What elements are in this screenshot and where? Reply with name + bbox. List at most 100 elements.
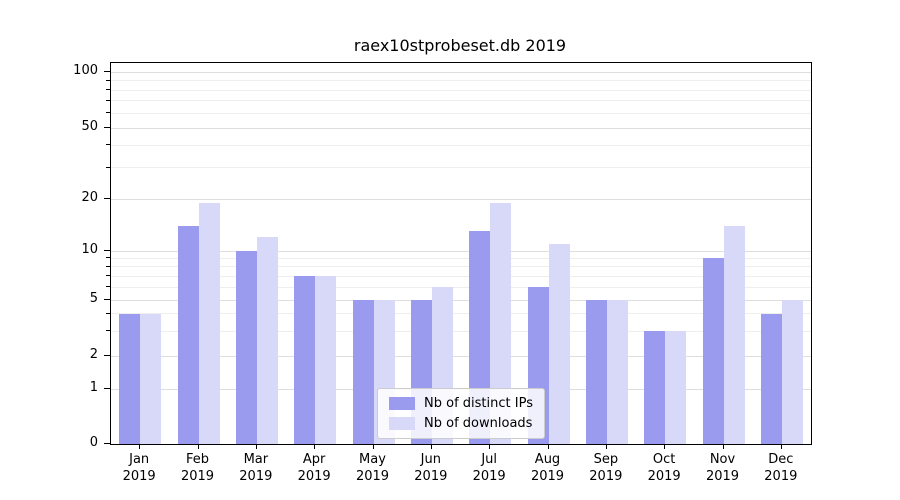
legend-item: Nb of downloads [389, 416, 533, 431]
x-axis-label-year: 2019 [180, 469, 215, 484]
plot-area: Nb of distinct IPs Nb of downloads [110, 62, 812, 445]
minor-gridline [111, 89, 811, 91]
y-axis-tick-label: 100 [73, 63, 98, 78]
x-axis-label: Aug 2019 [518, 451, 578, 485]
y-axis-minor-tick [106, 89, 110, 91]
legend: Nb of distinct IPs Nb of downloads [377, 388, 545, 439]
x-axis-tick [605, 444, 607, 449]
legend-item: Nb of distinct IPs [389, 396, 533, 411]
x-axis-label: Dec 2019 [751, 451, 811, 485]
y-axis-minor-tick [106, 112, 110, 114]
minor-gridline [111, 313, 811, 315]
y-axis-tick-label: 20 [81, 190, 98, 205]
legend-label: Nb of distinct IPs [424, 396, 533, 411]
x-axis-tick [372, 444, 374, 449]
y-axis-minor-tick [106, 166, 110, 168]
y-axis-tick-label: 5 [89, 291, 98, 306]
minor-gridline [111, 167, 811, 169]
y-axis-tick [104, 71, 110, 72]
bar-distinct-ips [644, 331, 666, 444]
x-axis-label-year: 2019 [239, 469, 273, 484]
minor-gridline [111, 80, 811, 81]
minor-gridline [111, 100, 811, 102]
bar-distinct-ips [760, 313, 782, 444]
bar-distinct-ips [585, 300, 607, 444]
y-axis-minor-tick [106, 257, 110, 259]
x-axis-label-year: 2019 [764, 469, 798, 484]
minor-gridline [111, 330, 811, 332]
x-axis-label-year: 2019 [122, 469, 156, 484]
bar-distinct-ips [235, 251, 257, 444]
x-axis-label-year: 2019 [414, 469, 448, 484]
major-gridline [111, 127, 811, 129]
bar-distinct-ips [352, 300, 374, 444]
y-axis-minor-tick [106, 265, 110, 267]
chart-title: raex10stprobeset.db 2019 [353, 36, 567, 55]
major-gridline [111, 355, 811, 357]
y-axis-minor-tick [106, 79, 110, 81]
y-axis-minor-tick [106, 144, 110, 146]
bar-distinct-ips [119, 313, 141, 444]
x-axis-tick [255, 444, 257, 449]
minor-gridline [111, 144, 811, 146]
y-axis-tick-label: 10 [81, 242, 98, 257]
x-axis-tick [489, 444, 491, 449]
x-axis-label: Jun 2019 [401, 451, 461, 485]
y-axis-minor-tick [106, 286, 110, 288]
y-axis-tick-label: 1 [89, 380, 98, 395]
bar-downloads [140, 313, 162, 444]
y-axis-tick [104, 299, 110, 300]
bar-downloads [548, 243, 570, 444]
bar-downloads [198, 202, 220, 444]
bar-downloads [256, 237, 278, 444]
y-axis-tick [104, 388, 110, 389]
x-axis-tick [314, 444, 316, 449]
x-axis-label: Jan 2019 [109, 451, 169, 485]
x-axis-label-year: 2019 [472, 469, 506, 484]
x-axis-tick [139, 444, 141, 449]
major-gridline [111, 198, 811, 200]
x-axis-label-year: 2019 [705, 469, 740, 484]
x-axis-label-year: 2019 [647, 469, 681, 484]
y-axis-tick [104, 198, 110, 199]
x-axis-label: Oct 2019 [634, 451, 694, 485]
minor-gridline [111, 257, 811, 259]
x-axis-label: Sep 2019 [576, 451, 636, 485]
y-axis-minor-tick [106, 312, 110, 314]
legend-swatch [389, 417, 416, 430]
x-axis-label: Nov 2019 [693, 451, 753, 485]
x-axis-label-year: 2019 [297, 469, 331, 484]
bar-distinct-ips [702, 258, 724, 444]
minor-gridline [111, 275, 811, 277]
y-axis-tick-label: 50 [81, 119, 98, 134]
x-axis-label: Jul 2019 [459, 451, 519, 485]
x-axis-label: Mar 2019 [226, 451, 286, 485]
major-gridline [111, 71, 811, 73]
y-axis-minor-tick [106, 275, 110, 277]
y-axis-tick [104, 443, 110, 444]
bar-downloads [723, 225, 745, 444]
y-axis-tick [104, 127, 110, 128]
major-gridline [111, 250, 811, 252]
x-axis-label: Feb 2019 [168, 451, 228, 485]
y-axis-tick-label: 0 [89, 435, 98, 450]
bar-downloads [781, 300, 803, 444]
x-axis-label-year: 2019 [530, 469, 565, 484]
minor-gridline [111, 266, 811, 268]
x-axis-tick [547, 444, 549, 449]
minor-gridline [111, 112, 811, 114]
legend-swatch [389, 397, 416, 410]
minor-gridline [111, 286, 811, 288]
y-axis-tick [104, 355, 110, 356]
x-axis-tick [430, 444, 432, 449]
legend-label: Nb of downloads [424, 416, 533, 431]
x-axis-label-year: 2019 [355, 469, 390, 484]
bar-downloads [665, 331, 687, 444]
x-axis-label-year: 2019 [589, 469, 623, 484]
x-axis-tick [197, 444, 199, 449]
bar-downloads [606, 300, 628, 444]
x-axis-tick [780, 444, 782, 449]
bar-distinct-ips [177, 225, 199, 444]
y-axis-minor-tick [106, 330, 110, 332]
